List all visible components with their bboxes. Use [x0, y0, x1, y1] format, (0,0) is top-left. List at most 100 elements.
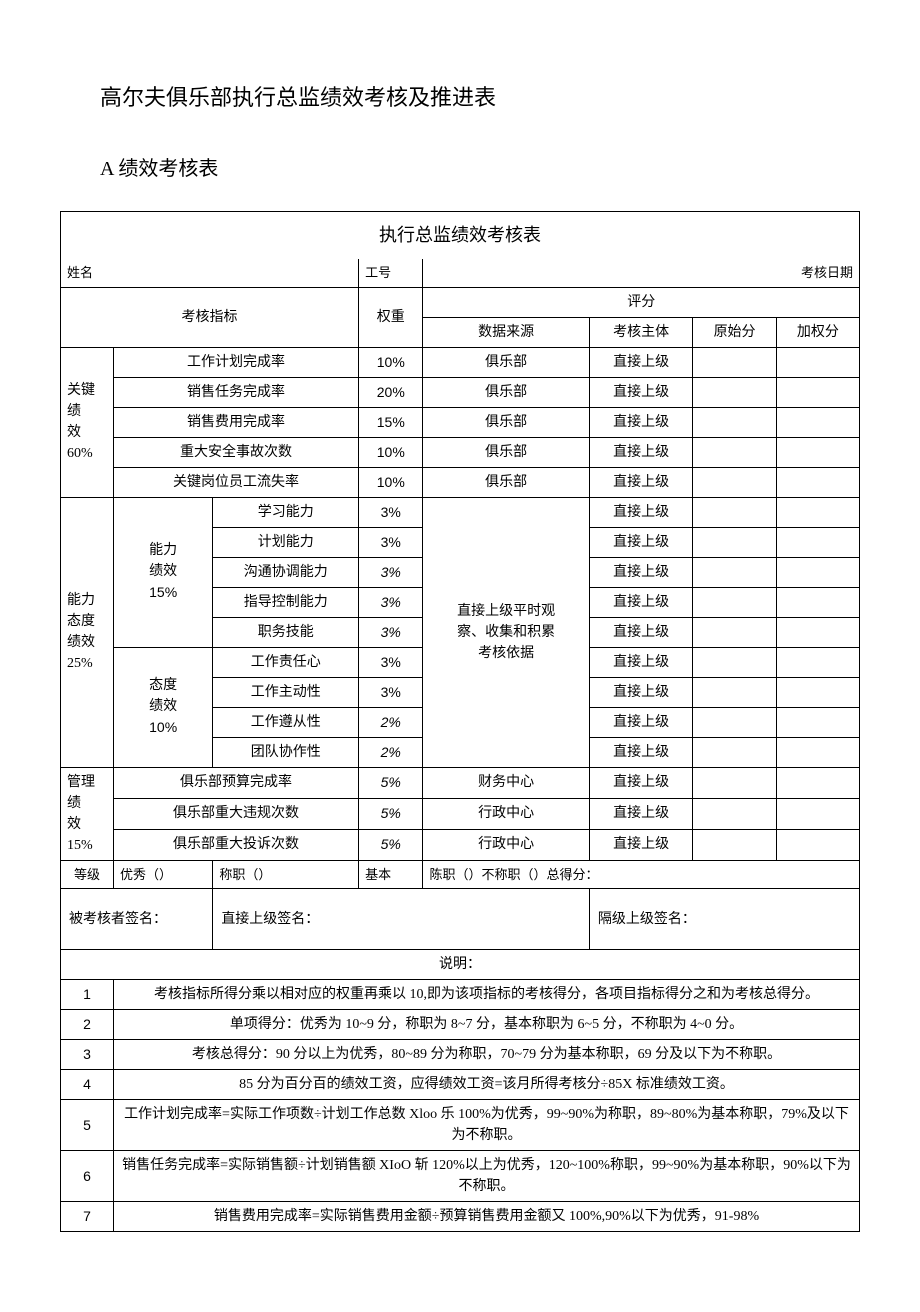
weighted-cell[interactable]	[776, 557, 859, 587]
item-subject: 直接上级	[589, 647, 693, 677]
item-name: 团队协作性	[213, 737, 359, 767]
item-source: 俱乐部	[423, 467, 589, 497]
sign-skip-level[interactable]: 隔级上级签名：	[589, 889, 859, 950]
sign-evaluee[interactable]: 被考核者签名：	[61, 889, 213, 950]
item-source: 财务中心	[423, 767, 589, 798]
item-source: 行政中心	[423, 829, 589, 860]
section-a-title: A 绩效考核表	[100, 152, 860, 181]
table-title: 执行总监绩效考核表	[61, 212, 860, 260]
weighted-cell[interactable]	[776, 829, 859, 860]
item-weight: 3%	[359, 677, 423, 707]
subgroup-attitude: 态度 绩效 10%	[114, 647, 213, 767]
raw-cell[interactable]	[693, 647, 776, 677]
weighted-cell[interactable]	[776, 407, 859, 437]
item-name: 关键岗位员工流失率	[114, 467, 359, 497]
field-evaldate-label: 考核日期	[423, 259, 860, 287]
note-num: 6	[61, 1151, 114, 1202]
weighted-cell[interactable]	[776, 647, 859, 677]
raw-cell[interactable]	[693, 347, 776, 377]
col-score: 评分	[423, 287, 860, 317]
raw-cell[interactable]	[693, 557, 776, 587]
weighted-cell[interactable]	[776, 798, 859, 829]
item-subject: 直接上级	[589, 677, 693, 707]
item-weight: 3%	[359, 617, 423, 647]
raw-cell[interactable]	[693, 737, 776, 767]
item-subject: 直接上级	[589, 347, 693, 377]
grade-label: 等级	[61, 860, 114, 889]
grade-competent[interactable]: 称职（）	[213, 860, 359, 889]
notes-label: 说明：	[61, 950, 860, 980]
note-text: 单项得分：优秀为 10~9 分，称职为 8~7 分，基本称职为 6~5 分，不称…	[114, 1010, 860, 1040]
weighted-cell[interactable]	[776, 767, 859, 798]
weighted-cell[interactable]	[776, 377, 859, 407]
raw-cell[interactable]	[693, 677, 776, 707]
item-subject: 直接上级	[589, 617, 693, 647]
weighted-cell[interactable]	[776, 437, 859, 467]
raw-cell[interactable]	[693, 527, 776, 557]
col-indicator: 考核指标	[61, 287, 359, 347]
grade-excellent[interactable]: 优秀（）	[114, 860, 213, 889]
item-source: 俱乐部	[423, 407, 589, 437]
note-num: 7	[61, 1202, 114, 1232]
item-name: 职务技能	[213, 617, 359, 647]
grade-unqualified-total[interactable]: 陈职（）不称职（）总得分：	[423, 860, 860, 889]
item-weight: 3%	[359, 647, 423, 677]
raw-cell[interactable]	[693, 437, 776, 467]
raw-cell[interactable]	[693, 707, 776, 737]
note-text: 销售费用完成率=实际销售费用金额÷预算销售费用金额又 100%,90%以下为优秀…	[114, 1202, 860, 1232]
item-name: 沟通协调能力	[213, 557, 359, 587]
item-weight: 3%	[359, 527, 423, 557]
item-subject: 直接上级	[589, 798, 693, 829]
weighted-cell[interactable]	[776, 617, 859, 647]
raw-cell[interactable]	[693, 829, 776, 860]
item-source: 行政中心	[423, 798, 589, 829]
item-weight: 5%	[359, 829, 423, 860]
item-subject: 直接上级	[589, 707, 693, 737]
col-weighted-score: 加权分	[776, 317, 859, 347]
raw-cell[interactable]	[693, 467, 776, 497]
weighted-cell[interactable]	[776, 677, 859, 707]
item-name: 工作计划完成率	[114, 347, 359, 377]
note-text: 考核总得分：90 分以上为优秀，80~89 分为称职，70~79 分为基本称职，…	[114, 1040, 860, 1070]
item-subject: 直接上级	[589, 557, 693, 587]
note-num: 1	[61, 980, 114, 1010]
group-ability-attitude: 能力态度绩效 25%	[61, 497, 114, 767]
item-weight: 3%	[359, 557, 423, 587]
item-subject: 直接上级	[589, 737, 693, 767]
item-subject: 直接上级	[589, 587, 693, 617]
item-weight: 20%	[359, 377, 423, 407]
raw-cell[interactable]	[693, 377, 776, 407]
note-num: 3	[61, 1040, 114, 1070]
item-subject: 直接上级	[589, 527, 693, 557]
raw-cell[interactable]	[693, 497, 776, 527]
weighted-cell[interactable]	[776, 497, 859, 527]
item-name: 工作主动性	[213, 677, 359, 707]
subgroup-ability: 能力 绩效 15%	[114, 497, 213, 647]
raw-cell[interactable]	[693, 798, 776, 829]
grade-basic[interactable]: 基本	[359, 860, 423, 889]
item-name: 俱乐部重大违规次数	[114, 798, 359, 829]
item-weight: 10%	[359, 467, 423, 497]
item-name: 工作责任心	[213, 647, 359, 677]
raw-cell[interactable]	[693, 767, 776, 798]
weighted-cell[interactable]	[776, 587, 859, 617]
item-name: 销售任务完成率	[114, 377, 359, 407]
weighted-cell[interactable]	[776, 707, 859, 737]
item-subject: 直接上级	[589, 377, 693, 407]
group-mgmt: 管理绩效 15%	[61, 767, 114, 860]
weighted-cell[interactable]	[776, 467, 859, 497]
weighted-cell[interactable]	[776, 737, 859, 767]
item-subject: 直接上级	[589, 407, 693, 437]
ability-source: 直接上级平时观 察、收集和积累 考核依据	[423, 497, 589, 767]
raw-cell[interactable]	[693, 617, 776, 647]
note-num: 2	[61, 1010, 114, 1040]
weighted-cell[interactable]	[776, 347, 859, 377]
item-weight: 2%	[359, 737, 423, 767]
weighted-cell[interactable]	[776, 527, 859, 557]
note-num: 5	[61, 1100, 114, 1151]
raw-cell[interactable]	[693, 587, 776, 617]
sign-direct-supervisor[interactable]: 直接上级签名：	[213, 889, 590, 950]
item-subject: 直接上级	[589, 437, 693, 467]
raw-cell[interactable]	[693, 407, 776, 437]
item-name: 学习能力	[213, 497, 359, 527]
